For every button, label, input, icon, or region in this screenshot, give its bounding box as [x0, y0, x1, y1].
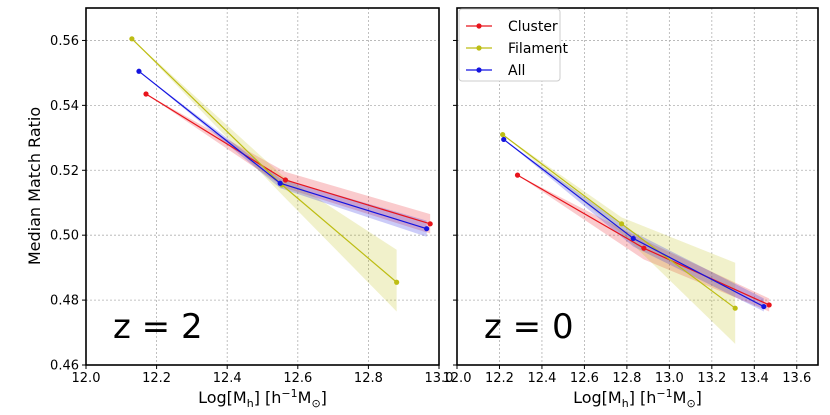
- point-filament: [618, 221, 625, 227]
- x-tick-label: 13.4: [740, 371, 769, 386]
- legend-box: [458, 8, 561, 82]
- axes-frame: [85, 7, 440, 366]
- x-tick-label: 12.8: [612, 371, 641, 386]
- redshift-annotation: z = 2: [113, 307, 203, 347]
- point-filament: [394, 279, 400, 285]
- x-axis-label-part: h: [247, 397, 254, 410]
- x-axis-label-part: ⊙: [311, 397, 320, 410]
- band-all: [503, 139, 764, 312]
- y-tick-label: 0.50: [50, 229, 79, 244]
- x-tick-label: 12.4: [527, 371, 556, 386]
- y-tick-label: 0.46: [50, 359, 79, 374]
- legend-marker-all: [476, 67, 482, 73]
- legend-marker-cluster: [476, 23, 482, 29]
- axes-frame: [456, 7, 819, 366]
- point-all: [136, 68, 142, 74]
- x-tick-label: 12.6: [283, 371, 312, 386]
- point-cluster: [641, 245, 647, 251]
- x-tick-label: 13.2: [697, 371, 726, 386]
- point-all: [630, 235, 636, 242]
- legend-label-cluster: Cluster: [508, 19, 558, 35]
- x-axis-label-part: −1: [281, 387, 297, 400]
- x-axis-label-part: M: [673, 388, 687, 407]
- x-axis-label-part: ]: [321, 388, 327, 407]
- x-axis-label-part: ] [h: [629, 388, 657, 407]
- y-tick-label: 0.54: [50, 99, 79, 114]
- band-filament: [131, 38, 397, 312]
- point-cluster: [514, 172, 521, 178]
- point-filament: [732, 305, 738, 311]
- x-axis-label-part: ] [h: [254, 388, 282, 407]
- y-axis-label: Median Match Ratio: [25, 107, 44, 265]
- panel-z2: 12.0 12.2 12.4 12.6 12.8 13.0 0.46 0.48 0.50 0.52…: [50, 7, 454, 410]
- x-axis-label: Log[Mh] [h−1M⊙]: [198, 387, 327, 410]
- x-axis-label-part: M: [298, 388, 312, 407]
- x-tick-label: 12.0: [72, 371, 101, 386]
- point-cluster: [143, 91, 149, 97]
- x-axis-label-part: ⊙: [686, 397, 695, 410]
- plot-area: [86, 8, 439, 365]
- x-tick-label: 12.4: [213, 371, 242, 386]
- legend: Cluster Filament All: [458, 8, 569, 82]
- point-cluster: [427, 221, 433, 227]
- x-tick-label: 12.0: [443, 371, 472, 386]
- panel-z0: 12.0 12.2 12.4 12.6 12.8 13.0 13.2 13.4 13.6 Log[…: [443, 7, 819, 410]
- point-all: [501, 136, 507, 143]
- x-axis-label-part: Log[M: [573, 388, 622, 407]
- y-tick-label: 0.52: [50, 164, 79, 179]
- point-all: [277, 180, 283, 186]
- x-axis-label-part: ]: [696, 388, 702, 407]
- x-tick-label: 13.6: [782, 371, 811, 386]
- x-axis-label: Log[Mh] [h−1M⊙]: [573, 387, 702, 410]
- x-axis-label-part: −1: [656, 387, 672, 400]
- legend-marker-filament: [476, 45, 482, 51]
- band-cluster: [146, 94, 431, 234]
- legend-label-all: All: [508, 63, 525, 79]
- point-cluster: [766, 302, 772, 308]
- point-all: [424, 226, 430, 232]
- y-tick-label: 0.48: [50, 294, 79, 309]
- redshift-annotation: z = 0: [484, 307, 574, 347]
- x-tick-label: 13.0: [655, 371, 684, 386]
- point-all: [761, 303, 767, 310]
- point-filament: [500, 131, 506, 138]
- point-cluster: [282, 177, 289, 183]
- x-tick-label: 12.6: [570, 371, 599, 386]
- legend-label-filament: Filament: [508, 41, 569, 57]
- x-tick-label: 12.2: [142, 371, 171, 386]
- x-axis-label-part: Log[M: [198, 388, 247, 407]
- x-tick-label: 13.0: [425, 371, 454, 386]
- x-tick-label: 12.8: [354, 371, 383, 386]
- y-tick-label: 0.56: [50, 34, 79, 49]
- point-filament: [129, 36, 135, 42]
- x-axis-label-part: h: [622, 397, 629, 410]
- x-tick-label: 12.2: [485, 371, 514, 386]
